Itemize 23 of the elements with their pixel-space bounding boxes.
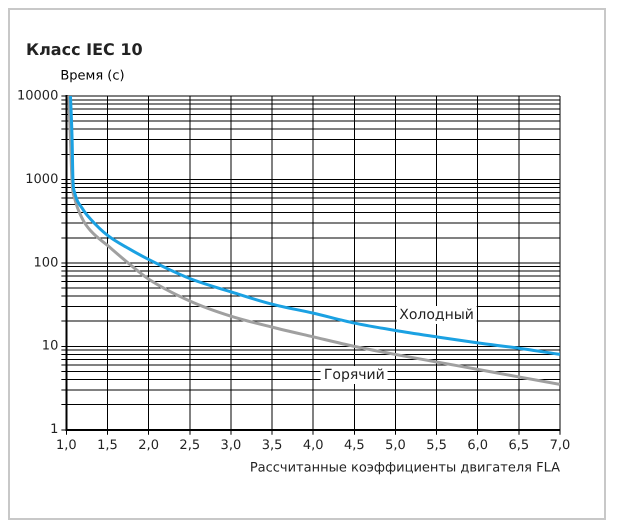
x-tick-label: 6,0 xyxy=(467,438,488,453)
x-tick-label: 1,5 xyxy=(97,438,118,453)
y-tick-label: 10000 xyxy=(16,88,58,104)
x-tick-label: 2,5 xyxy=(179,438,200,453)
y-axis-title: Время (с) xyxy=(60,68,125,84)
x-tick-label: 2,0 xyxy=(138,438,159,453)
y-tick-label: 1 xyxy=(50,422,58,438)
x-tick-label: 4,5 xyxy=(344,438,365,453)
x-tick-label: 3,5 xyxy=(262,438,282,453)
x-tick-label: 5,5 xyxy=(426,438,447,453)
series-label: Горячий xyxy=(320,366,388,384)
x-tick-label: 3,0 xyxy=(220,438,242,453)
x-tick-label: 7,0 xyxy=(550,438,570,453)
chart-title: Класс IEC 10 xyxy=(26,40,143,59)
y-tick-label: 1000 xyxy=(25,172,58,187)
x-tick-label: 6,5 xyxy=(508,438,530,453)
x-tick-label: 1,0 xyxy=(56,438,77,453)
y-tick-label: 10 xyxy=(42,338,58,354)
x-tick-label: 4,0 xyxy=(302,438,324,453)
series-label: Холодный xyxy=(396,306,477,324)
y-tick-label: 100 xyxy=(34,255,58,270)
x-tick-label: 5,0 xyxy=(385,438,406,453)
x-axis-title: Рассчитанные коэффициенты двигателя FLA xyxy=(250,460,560,476)
